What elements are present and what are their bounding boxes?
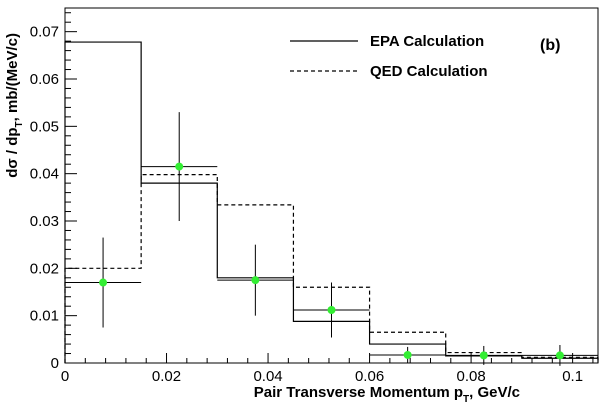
y-tick-label: 0.07 bbox=[30, 24, 59, 41]
y-tick-label: 0.06 bbox=[30, 71, 59, 88]
panel-label: (b) bbox=[540, 37, 560, 54]
data-point bbox=[403, 350, 412, 359]
data-point bbox=[479, 351, 488, 360]
y-axis-title-main: dσ / dp bbox=[4, 127, 21, 177]
legend-epa-label: EPA Calculation bbox=[370, 33, 484, 50]
data-point bbox=[251, 276, 260, 285]
x-tick-label: 0.08 bbox=[456, 368, 485, 385]
x-tick-label: 0.1 bbox=[562, 368, 583, 385]
axes: 0 0.02 0.04 0.06 0.08 0.1 0 0.01 0.02 0.03 0.04 0.0… bbox=[30, 7, 599, 385]
data-point bbox=[327, 305, 336, 314]
y-tick-label: 0.02 bbox=[30, 260, 59, 277]
x-tick-label: 0.04 bbox=[253, 368, 282, 385]
y-tick-label: 0 bbox=[51, 355, 59, 372]
y-tick-label: 0.03 bbox=[30, 213, 59, 230]
y-axis-title-subscript: T bbox=[14, 121, 25, 127]
x-tick-label: 0 bbox=[61, 368, 69, 385]
x-tick-label: 0.02 bbox=[152, 368, 181, 385]
plot-frame bbox=[64, 7, 599, 364]
x-axis-title-subscript: T bbox=[463, 394, 469, 405]
legend: EPA Calculation QED Calculation bbox=[290, 33, 488, 80]
y-axis-title: dσ / dpT, mb/(MeV/c) bbox=[4, 33, 25, 178]
y-tick-label: 0.05 bbox=[30, 118, 59, 135]
data-point bbox=[555, 351, 564, 360]
data-point bbox=[99, 278, 108, 287]
y-tick-label: 0.04 bbox=[30, 166, 59, 183]
y-axis-title-unit: , mb/(MeV/c) bbox=[4, 33, 21, 121]
x-tick-label: 0.06 bbox=[355, 368, 384, 385]
legend-qed-label: QED Calculation bbox=[370, 63, 488, 80]
y-tick-label: 0.01 bbox=[30, 308, 59, 325]
data-points bbox=[65, 112, 598, 366]
x-axis-title-main: Pair Transverse Momentum p bbox=[254, 384, 463, 401]
x-axis-title: Pair Transverse Momentum pT, GeV/c bbox=[254, 384, 520, 405]
data-point bbox=[175, 162, 184, 171]
x-axis-title-unit: , GeV/c bbox=[469, 384, 520, 401]
